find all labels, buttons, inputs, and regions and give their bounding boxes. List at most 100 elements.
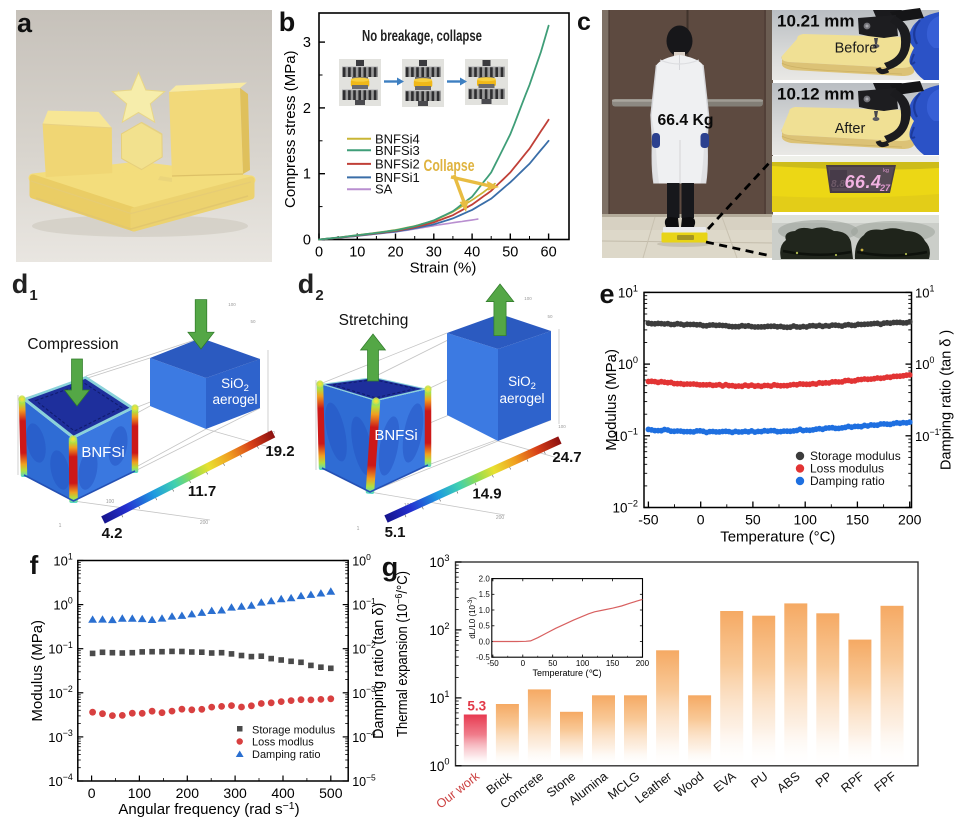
svg-text:1: 1 bbox=[59, 523, 62, 529]
svg-text:100: 100 bbox=[524, 296, 532, 301]
svg-text:Temperature (°C): Temperature (°C) bbox=[720, 529, 835, 546]
svg-text:Angular frequency (rad s−1): Angular frequency (rad s−1) bbox=[118, 800, 299, 818]
svg-text:0.5: 0.5 bbox=[479, 622, 491, 631]
svg-text:SiO2: SiO2 bbox=[221, 376, 249, 394]
svg-text:100: 100 bbox=[106, 499, 115, 505]
svg-text:BNFSi: BNFSi bbox=[81, 444, 124, 461]
svg-text:200: 200 bbox=[200, 520, 209, 526]
svg-text:-0.5: -0.5 bbox=[476, 653, 490, 662]
svg-text:Storage modulus: Storage modulus bbox=[810, 449, 901, 463]
svg-text:SA: SA bbox=[375, 182, 393, 197]
svg-text:No breakage, collapse: No breakage, collapse bbox=[362, 28, 482, 45]
svg-text:BNFSi3: BNFSi3 bbox=[375, 143, 420, 158]
svg-text:After: After bbox=[835, 121, 866, 137]
svg-text:66.4: 66.4 bbox=[844, 172, 881, 192]
svg-text:Damping ratio: Damping ratio bbox=[810, 474, 885, 488]
svg-text:0: 0 bbox=[303, 233, 311, 249]
svg-text:b: b bbox=[279, 7, 296, 37]
svg-text:Loss modlus: Loss modlus bbox=[252, 737, 314, 749]
svg-text:BNFSi1: BNFSi1 bbox=[375, 170, 420, 185]
svg-text:11.7: 11.7 bbox=[188, 483, 216, 500]
svg-text:Loss modulus: Loss modulus bbox=[810, 462, 884, 476]
svg-text:400: 400 bbox=[271, 785, 295, 801]
svg-text:a: a bbox=[17, 8, 33, 38]
svg-text:100: 100 bbox=[228, 302, 236, 307]
svg-text:1: 1 bbox=[303, 167, 311, 183]
svg-text:kg: kg bbox=[883, 168, 889, 174]
svg-text:19.2: 19.2 bbox=[265, 443, 294, 460]
svg-text:24.7: 24.7 bbox=[552, 449, 581, 466]
svg-text:c: c bbox=[577, 8, 591, 36]
svg-text:150: 150 bbox=[846, 512, 870, 528]
svg-text:100: 100 bbox=[576, 659, 590, 668]
svg-text:0.0: 0.0 bbox=[479, 637, 491, 646]
svg-text:SiO2: SiO2 bbox=[508, 374, 536, 392]
svg-text:Compression: Compression bbox=[27, 336, 118, 353]
svg-text:66.4 Kg: 66.4 Kg bbox=[658, 112, 714, 129]
svg-text:Stretching: Stretching bbox=[339, 312, 409, 329]
svg-text:60: 60 bbox=[541, 245, 557, 261]
svg-text:30: 30 bbox=[426, 245, 442, 261]
svg-text:f: f bbox=[30, 550, 39, 580]
svg-text:5.1: 5.1 bbox=[385, 524, 406, 541]
svg-text:8.8: 8.8 bbox=[831, 179, 845, 190]
svg-text:d: d bbox=[298, 269, 315, 299]
svg-text:0: 0 bbox=[521, 659, 526, 668]
svg-text:dL/L0 (10-3): dL/L0 (10-3) bbox=[468, 597, 477, 639]
svg-text:3: 3 bbox=[303, 35, 311, 51]
svg-text:100: 100 bbox=[794, 512, 818, 528]
svg-text:1.0: 1.0 bbox=[479, 606, 491, 615]
svg-text:Storage modulus: Storage modulus bbox=[252, 725, 336, 737]
svg-text:Modulus (MPa): Modulus (MPa) bbox=[603, 349, 620, 451]
svg-text:BNFSi: BNFSi bbox=[374, 427, 417, 444]
svg-text:200: 200 bbox=[898, 512, 922, 528]
svg-text:14.9: 14.9 bbox=[472, 486, 501, 503]
svg-text:10: 10 bbox=[349, 245, 365, 261]
svg-text:50: 50 bbox=[745, 512, 761, 528]
svg-text:0: 0 bbox=[697, 512, 705, 528]
svg-text:2: 2 bbox=[315, 287, 323, 304]
svg-text:Before: Before bbox=[835, 41, 878, 57]
svg-text:50: 50 bbox=[547, 314, 553, 319]
svg-text:200: 200 bbox=[176, 785, 200, 801]
svg-text:-50: -50 bbox=[487, 659, 499, 668]
svg-text:Collapse: Collapse bbox=[424, 157, 475, 175]
svg-text:g: g bbox=[382, 552, 399, 582]
svg-text:2: 2 bbox=[303, 101, 311, 117]
svg-text:0: 0 bbox=[315, 245, 323, 261]
svg-text:100: 100 bbox=[128, 785, 152, 801]
svg-text:Damping ratio: Damping ratio bbox=[252, 749, 320, 761]
svg-text:-50: -50 bbox=[638, 512, 658, 528]
svg-text:0: 0 bbox=[88, 785, 96, 801]
svg-text:200: 200 bbox=[496, 515, 505, 521]
svg-text:10.21 mm: 10.21 mm bbox=[777, 12, 855, 31]
svg-text:2.0: 2.0 bbox=[479, 574, 491, 583]
svg-text:Damping ratio (tan δ): Damping ratio (tan δ) bbox=[371, 603, 387, 739]
svg-text:aerogel: aerogel bbox=[212, 392, 257, 407]
svg-text:e: e bbox=[599, 279, 614, 309]
svg-text:150: 150 bbox=[606, 659, 620, 668]
svg-text:200: 200 bbox=[636, 659, 650, 668]
svg-text:Damping ratio (tan δ ): Damping ratio (tan δ ) bbox=[939, 330, 955, 470]
svg-text:Temperature (℃): Temperature (℃) bbox=[533, 668, 602, 678]
svg-text:5.3: 5.3 bbox=[467, 699, 486, 714]
svg-text:1: 1 bbox=[357, 526, 360, 532]
svg-text:50: 50 bbox=[502, 245, 518, 261]
svg-text:40: 40 bbox=[464, 245, 480, 261]
svg-text:aerogel: aerogel bbox=[499, 391, 544, 406]
svg-text:BNFSi4: BNFSi4 bbox=[375, 131, 420, 146]
svg-text:500: 500 bbox=[319, 785, 343, 801]
svg-text:4.2: 4.2 bbox=[102, 525, 123, 542]
svg-text:BNFSi2: BNFSi2 bbox=[375, 156, 420, 171]
svg-text:1: 1 bbox=[29, 287, 37, 304]
svg-text:27: 27 bbox=[879, 183, 891, 193]
svg-text:Compress stress (MPa): Compress stress (MPa) bbox=[282, 50, 299, 208]
svg-text:300: 300 bbox=[223, 785, 247, 801]
svg-text:1.5: 1.5 bbox=[479, 590, 491, 599]
svg-text:Thermal expansion (10−6/°C): Thermal expansion (10−6/°C) bbox=[394, 571, 411, 737]
svg-text:d: d bbox=[12, 269, 29, 299]
svg-text:100: 100 bbox=[558, 424, 566, 429]
svg-text:20: 20 bbox=[387, 245, 403, 261]
svg-text:50: 50 bbox=[548, 659, 557, 668]
svg-text:Modulus (MPa): Modulus (MPa) bbox=[29, 620, 46, 722]
